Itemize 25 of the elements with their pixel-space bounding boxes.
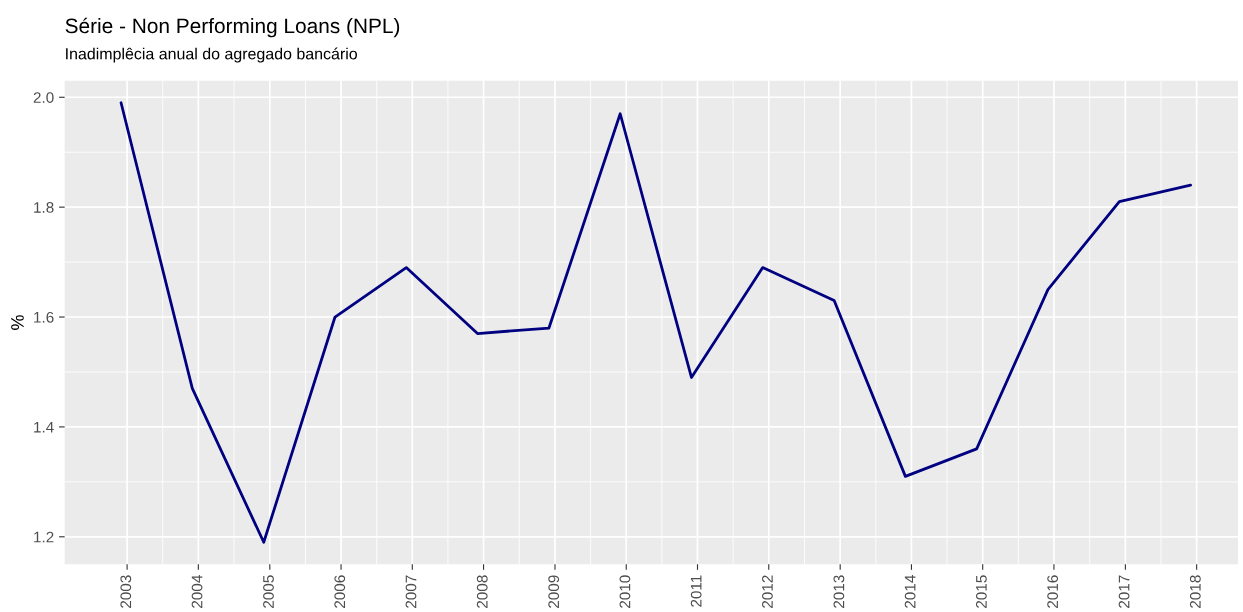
x-tick-label: 2004 [191,575,203,608]
y-tick-label: 1.2 [34,531,54,543]
x-tick-label: 2014 [904,575,916,608]
line-series [119,101,1192,544]
y-tick-label: 1.6 [34,311,54,323]
x-tick-label: 2011 [690,575,702,607]
chart-subtitle: Inadimplêcia anual do agregado bancário [66,47,357,63]
x-tick-label: 2012 [762,575,773,608]
y-tick-label: 1.4 [34,421,54,433]
x-tick-label: 2017 [1118,575,1130,608]
x-tick-label: 2018 [1189,575,1201,608]
y-axis-title: % [11,315,24,330]
x-tick-label: 2008 [476,575,488,608]
x-tick-label: 2015 [975,575,987,608]
chart-title: Série - Non Performing Loans (NPL) [65,17,400,38]
x-tick-label: 2003 [120,575,132,608]
y-tick-label: 1.8 [34,202,54,213]
x-tick-label: 2005 [263,575,274,608]
x-tick-label: 2009 [548,575,560,608]
x-tick-label: 2016 [1047,575,1059,608]
x-tick-label: 2006 [334,575,346,608]
x-tick-label: 2007 [405,575,417,608]
y-tick-label: 2.0 [33,92,54,103]
x-tick-label: 2013 [833,575,845,608]
x-tick-label: 2010 [619,575,631,608]
